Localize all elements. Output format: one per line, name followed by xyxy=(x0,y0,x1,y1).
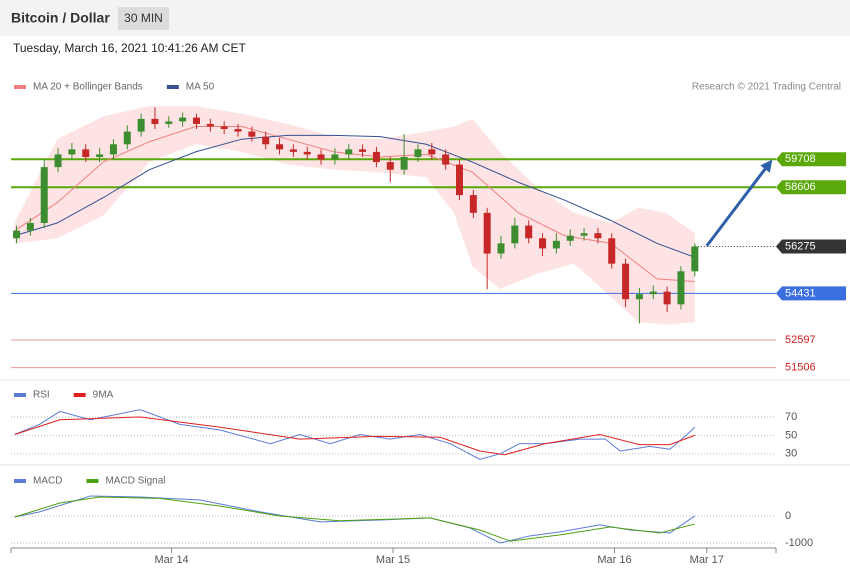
candle-body xyxy=(109,144,117,155)
candle-body xyxy=(13,230,21,239)
candle-body xyxy=(262,136,270,145)
candle-body xyxy=(345,149,353,155)
level-label: 51506 xyxy=(785,362,816,374)
candle-body xyxy=(234,129,242,132)
candle-body xyxy=(386,162,394,170)
level-tag xyxy=(776,286,846,301)
candle-body xyxy=(400,156,408,170)
legend-swatch xyxy=(73,393,86,397)
candle-body xyxy=(165,121,173,124)
series-line xyxy=(14,134,695,258)
candle-body xyxy=(691,246,699,272)
candle-body xyxy=(594,233,602,239)
y-tick-label: 50 xyxy=(785,429,797,441)
level-label: 59708 xyxy=(785,153,816,165)
candle-body xyxy=(442,154,450,165)
bollinger-band xyxy=(14,106,695,325)
legend-label: 9MA xyxy=(93,390,114,401)
candle-body xyxy=(552,240,560,249)
legend-label: MA 20 + Bollinger Bands xyxy=(33,82,143,93)
x-tick-label: Mar 15 xyxy=(376,554,410,566)
candle-body xyxy=(635,294,643,300)
forecast-arrow xyxy=(705,168,767,247)
legend-label: MA 50 xyxy=(186,82,215,93)
candle-body xyxy=(289,149,297,152)
level-label: 58606 xyxy=(785,181,816,193)
level-tag xyxy=(776,239,846,254)
candle-body xyxy=(82,149,90,157)
forecast-arrow-head xyxy=(760,159,773,173)
candle-body xyxy=(96,154,104,157)
candle-body xyxy=(469,195,477,213)
candle-body xyxy=(220,126,228,130)
candle-body xyxy=(649,291,657,295)
candle-body xyxy=(40,167,48,224)
series-line xyxy=(14,416,695,456)
legend-label: MACD Signal xyxy=(105,476,165,487)
candle-body xyxy=(331,154,339,160)
candle-body xyxy=(26,223,34,231)
candle-body xyxy=(123,131,131,145)
y-tick-label: 0 xyxy=(785,510,791,522)
candle-body xyxy=(192,117,200,124)
candle-body xyxy=(580,233,588,236)
series-line xyxy=(14,496,695,542)
candle-body xyxy=(497,243,505,254)
legend-label: MACD xyxy=(33,476,62,487)
series-line xyxy=(14,409,696,460)
series-line xyxy=(14,495,696,544)
candle-body xyxy=(137,118,145,132)
credit: Research © 2021 Trading Central xyxy=(692,82,841,93)
y-tick-label: 70 xyxy=(785,411,797,423)
candle-body xyxy=(622,263,630,300)
legend-swatch xyxy=(14,393,26,397)
candle-body xyxy=(455,164,463,196)
candle-body xyxy=(151,118,159,124)
timestamp: Tuesday, March 16, 2021 10:41:26 AM CET xyxy=(13,41,246,55)
legend-label: RSI xyxy=(33,390,50,401)
candle-body xyxy=(566,235,574,241)
level-tag xyxy=(776,180,846,195)
candle-body xyxy=(359,149,367,152)
candle-body xyxy=(179,117,187,122)
candle-body xyxy=(54,154,62,168)
legend-swatch xyxy=(14,85,26,89)
candle-body xyxy=(206,123,214,127)
candle-body xyxy=(663,291,671,305)
y-tick-label: -1000 xyxy=(785,537,813,549)
candle-body xyxy=(303,151,311,155)
x-tick-label: Mar 17 xyxy=(690,554,724,566)
candle-body xyxy=(511,225,519,244)
candle-body xyxy=(677,271,685,305)
legend-swatch xyxy=(14,479,26,483)
candle-body xyxy=(608,238,616,264)
candle-body xyxy=(372,151,380,163)
level-tag xyxy=(776,152,846,167)
interval: 30 MIN xyxy=(124,11,163,25)
candle-body xyxy=(539,238,547,249)
candle-body xyxy=(317,154,325,160)
title: Bitcoin / Dollar xyxy=(11,10,110,26)
x-tick-label: Mar 16 xyxy=(597,554,631,566)
level-label: 54431 xyxy=(785,287,816,299)
y-tick-label: 30 xyxy=(785,448,797,460)
candle-body xyxy=(414,149,422,157)
candle-body xyxy=(248,131,256,137)
series-line xyxy=(14,125,695,282)
legend-swatch xyxy=(166,85,179,89)
x-tick-label: Mar 14 xyxy=(154,554,188,566)
interval-badge xyxy=(118,7,169,30)
candle-body xyxy=(428,149,436,155)
candle-body xyxy=(68,149,76,155)
candle-body xyxy=(525,225,533,239)
level-label: 52597 xyxy=(785,334,816,346)
level-label: 56275 xyxy=(785,240,816,252)
candle-body xyxy=(483,212,491,254)
candle-body xyxy=(276,144,284,150)
legend-swatch xyxy=(86,479,99,483)
